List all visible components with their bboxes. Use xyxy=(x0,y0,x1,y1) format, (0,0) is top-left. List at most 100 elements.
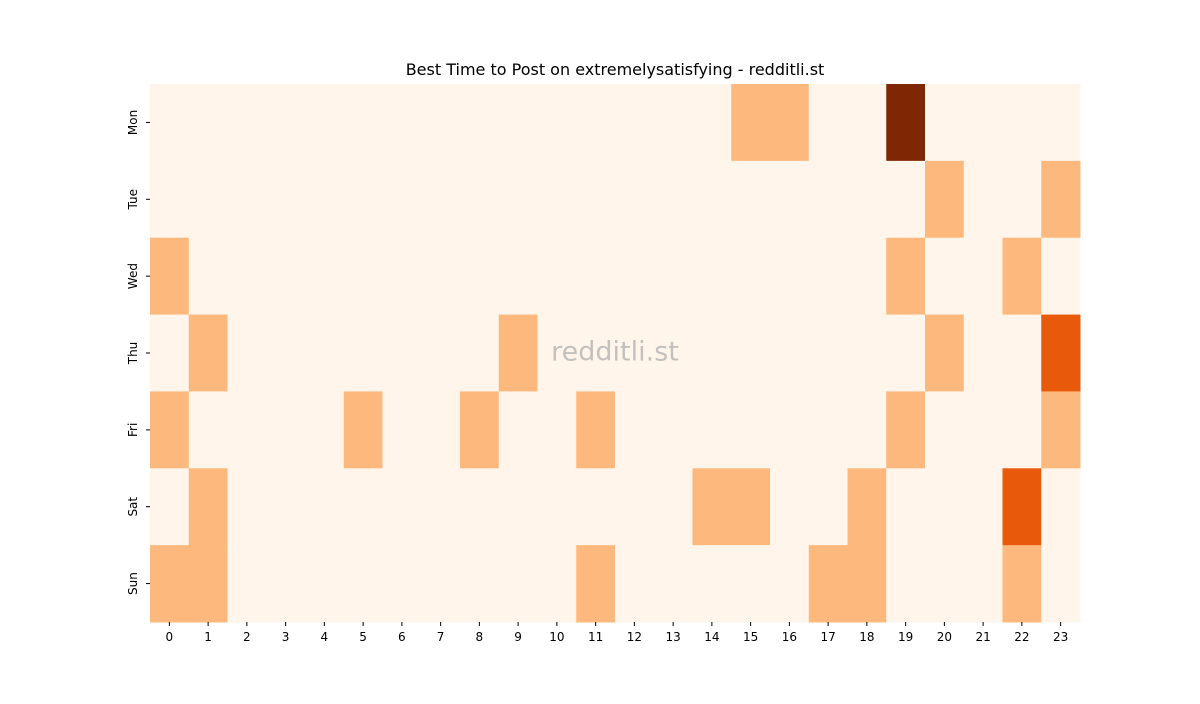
y-tick-label: Mon xyxy=(126,110,140,135)
heatmap-cell xyxy=(808,314,848,392)
heatmap-cell xyxy=(382,237,422,316)
heatmap-cell xyxy=(963,468,1003,546)
heatmap-cell xyxy=(692,468,732,546)
heatmap-cell xyxy=(847,391,887,469)
heatmap-cell xyxy=(576,237,616,316)
heatmap-cell xyxy=(653,314,693,392)
heatmap-cell xyxy=(343,314,383,392)
x-tick-label: 3 xyxy=(282,630,290,644)
heatmap-cell xyxy=(150,237,190,316)
heatmap-cell xyxy=(653,468,693,546)
x-tick-label: 6 xyxy=(398,630,406,644)
heatmap-cell xyxy=(537,468,577,546)
heatmap-cell xyxy=(925,545,965,623)
heatmap-cell xyxy=(266,545,306,623)
heatmap-cell xyxy=(692,237,732,316)
heatmap-cell xyxy=(188,468,228,546)
heatmap-cell xyxy=(537,545,577,623)
heatmap-cell xyxy=(498,391,538,469)
heatmap-cell xyxy=(925,314,965,392)
heatmap-cell xyxy=(925,391,965,469)
heatmap-cell xyxy=(886,237,926,316)
heatmap-cell xyxy=(1002,84,1042,162)
heatmap-cell xyxy=(847,160,887,239)
heatmap-cell xyxy=(188,160,228,239)
heatmap-cell xyxy=(343,237,383,316)
heatmap-cell xyxy=(808,160,848,239)
heatmap-cell xyxy=(460,314,500,392)
heatmap-cell xyxy=(731,84,771,162)
heatmap-cell xyxy=(305,84,345,162)
heatmap-cell xyxy=(925,160,965,239)
heatmap-cell xyxy=(847,545,887,623)
heatmap-cell xyxy=(1002,391,1042,469)
x-tick-label: 4 xyxy=(321,630,329,644)
heatmap-cell xyxy=(227,391,267,469)
heatmap-cell xyxy=(343,545,383,623)
heatmap-cell xyxy=(188,391,228,469)
x-tick-label: 11 xyxy=(588,630,603,644)
heatmap-cell xyxy=(150,545,190,623)
heatmap-cell xyxy=(731,237,771,316)
heatmap-cell xyxy=(770,545,810,623)
x-tick-label: 20 xyxy=(937,630,952,644)
heatmap-cell xyxy=(576,314,616,392)
heatmap-cell xyxy=(227,84,267,162)
heatmap-cell xyxy=(692,391,732,469)
heatmap-cell xyxy=(692,314,732,392)
heatmap-cell xyxy=(343,84,383,162)
heatmap-cell xyxy=(537,237,577,316)
heatmap-cell xyxy=(808,545,848,623)
heatmap-cell xyxy=(692,545,732,623)
heatmap-cell xyxy=(498,160,538,239)
heatmap-cell xyxy=(1002,468,1042,546)
heatmap-cell xyxy=(227,237,267,316)
heatmap-cell xyxy=(731,468,771,546)
heatmap-cell xyxy=(382,545,422,623)
heatmap-cell xyxy=(847,84,887,162)
chart-title: Best Time to Post on extremelysatisfying… xyxy=(406,60,825,79)
heatmap-cell xyxy=(731,160,771,239)
heatmap-cell xyxy=(305,391,345,469)
heatmap-cell xyxy=(382,314,422,392)
heatmap-cell xyxy=(421,84,461,162)
heatmap-cell xyxy=(150,468,190,546)
heatmap-cell xyxy=(808,391,848,469)
heatmap-cell xyxy=(188,84,228,162)
heatmap-cell xyxy=(770,160,810,239)
heatmap-cell xyxy=(188,237,228,316)
heatmap-cell xyxy=(886,314,926,392)
heatmap-cell xyxy=(227,160,267,239)
heatmap-cell xyxy=(460,237,500,316)
x-tick-label: 15 xyxy=(743,630,758,644)
heatmap-cell xyxy=(615,391,655,469)
heatmap-cell xyxy=(460,468,500,546)
heatmap-cell xyxy=(460,160,500,239)
heatmap-cell xyxy=(886,391,926,469)
x-tick-label: 21 xyxy=(975,630,990,644)
x-tick-label: 13 xyxy=(665,630,680,644)
heatmap-cell xyxy=(421,237,461,316)
heatmap-cell xyxy=(576,545,616,623)
x-tick-label: 7 xyxy=(437,630,445,644)
heatmap-cell xyxy=(343,468,383,546)
heatmap-cell xyxy=(498,468,538,546)
heatmap-cell xyxy=(847,468,887,546)
x-tick-label: 5 xyxy=(359,630,367,644)
heatmap-cell xyxy=(188,314,228,392)
heatmap-cell xyxy=(576,391,616,469)
y-tick-label: Sun xyxy=(126,572,140,595)
heatmap-cell xyxy=(1041,391,1081,469)
heatmap-cell xyxy=(925,84,965,162)
x-tick-label: 22 xyxy=(1014,630,1029,644)
heatmap-cell xyxy=(382,160,422,239)
heatmap-cell xyxy=(770,468,810,546)
heatmap-cell xyxy=(1002,160,1042,239)
heatmap-cell xyxy=(1041,160,1081,239)
heatmap-cell xyxy=(576,160,616,239)
heatmap-cell xyxy=(770,314,810,392)
heatmap-cell xyxy=(1041,545,1081,623)
heatmap-cell xyxy=(963,84,1003,162)
x-tick-label: 14 xyxy=(704,630,719,644)
heatmap-cell xyxy=(150,391,190,469)
